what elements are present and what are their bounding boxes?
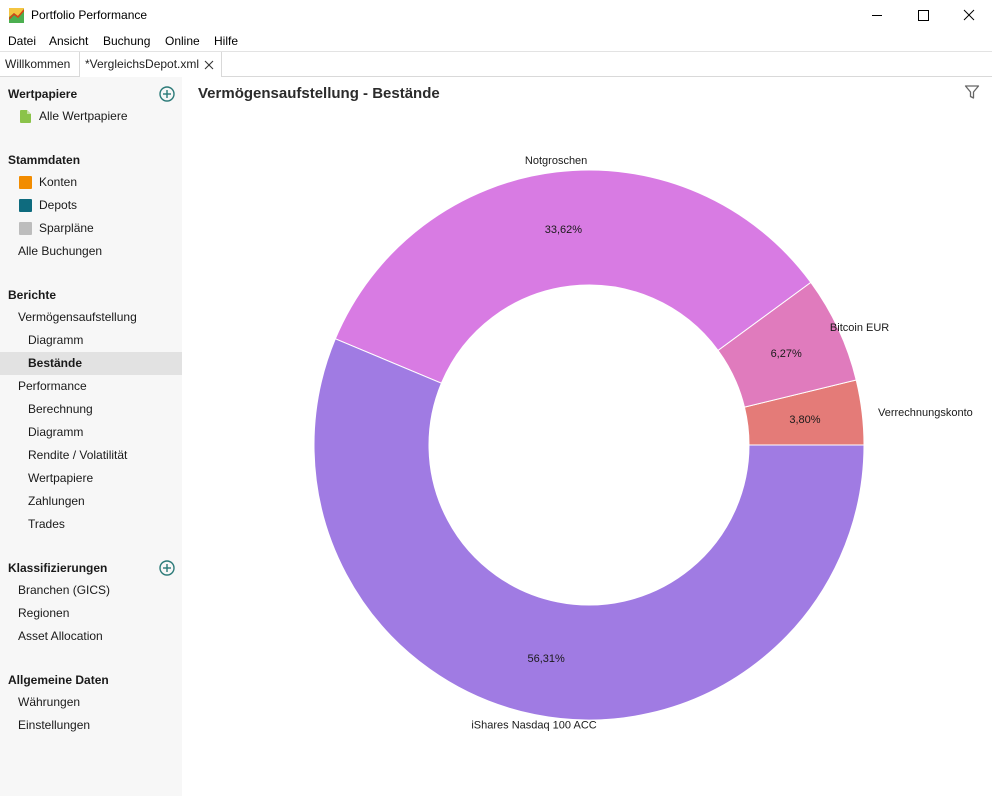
sidebar-item-label: Berechnung bbox=[28, 402, 93, 416]
section-heading-stammdaten: Stammdaten bbox=[8, 153, 81, 167]
sidebar-item-label: Einstellungen bbox=[18, 718, 91, 732]
sidebar-item-label: Zahlungen bbox=[28, 494, 85, 508]
sidebar-item-vermoegensaufstellung[interactable]: Vermögensaufstellung bbox=[0, 306, 182, 329]
sidebar-item-wertpapiere[interactable]: Wertpapiere bbox=[0, 467, 182, 490]
holdings-donut-chart: 3,80% Verrechnungskonto 6,27% Bitcoin EUR 33… bbox=[313, 155, 973, 732]
sidebar-item-label: Bestände bbox=[28, 356, 83, 370]
sidebar-item-label: Konten bbox=[39, 175, 78, 189]
sidebar-item-konten[interactable]: Konten bbox=[0, 171, 182, 194]
sidebar-item-alle-wertpapiere[interactable]: Alle Wertpapiere bbox=[0, 105, 182, 128]
sidebar-item-performance-diagramm[interactable]: Diagramm bbox=[0, 421, 182, 444]
menu-ansicht[interactable]: Ansicht bbox=[49, 34, 89, 48]
add-icon[interactable] bbox=[159, 86, 175, 102]
add-icon[interactable] bbox=[159, 560, 175, 576]
sidebar-item-diagramm[interactable]: Diagramm bbox=[0, 329, 182, 352]
slice-value-label: 6,27% bbox=[771, 348, 802, 360]
sidebar-item-asset-allocation[interactable]: Asset Allocation bbox=[0, 625, 182, 648]
sidebar-item-rendite-volatilitaet[interactable]: Rendite / Volatilität bbox=[0, 444, 182, 467]
document-icon bbox=[20, 110, 31, 123]
savings-plan-icon bbox=[19, 222, 32, 235]
sidebar-item-berechnung[interactable]: Berechnung bbox=[0, 398, 182, 421]
sidebar-item-waehrungen[interactable]: Währungen bbox=[0, 691, 182, 714]
minimize-button[interactable] bbox=[854, 0, 900, 31]
view-title: Vermögensaufstellung - Bestände bbox=[198, 85, 440, 102]
section-heading-allgemeine-daten: Allgemeine Daten bbox=[8, 673, 109, 687]
sidebar-item-trades[interactable]: Trades bbox=[0, 513, 182, 536]
slice-name-label: iShares Nasdaq 100 ACC bbox=[471, 720, 596, 732]
close-icon bbox=[963, 9, 975, 21]
maximize-button[interactable] bbox=[900, 0, 946, 31]
sidebar-item-depots[interactable]: Depots bbox=[0, 194, 182, 217]
section-heading-klassifizierungen: Klassifizierungen bbox=[8, 561, 108, 575]
sidebar-item-label: Wertpapiere bbox=[28, 471, 94, 485]
sidebar-item-label: Sparpläne bbox=[39, 221, 94, 235]
sidebar-item-label: Performance bbox=[18, 379, 87, 393]
donut-slice[interactable] bbox=[334, 169, 812, 384]
tab-willkommen[interactable]: Willkommen bbox=[0, 52, 79, 77]
menu-buchung[interactable]: Buchung bbox=[103, 34, 151, 48]
slice-value-label: 56,31% bbox=[528, 653, 566, 665]
slice-name-label: Verrechnungskonto bbox=[878, 407, 973, 419]
tab-label: *VergleichsDepot.xml bbox=[85, 57, 200, 71]
menu-online[interactable]: Online bbox=[165, 34, 200, 48]
sidebar-item-einstellungen[interactable]: Einstellungen bbox=[0, 714, 182, 737]
sidebar-item-bestaende[interactable]: Bestände bbox=[0, 352, 182, 375]
sidebar-item-zahlungen[interactable]: Zahlungen bbox=[0, 490, 182, 513]
editor-tab-bar: Willkommen *VergleichsDepot.xml bbox=[0, 51, 992, 77]
sidebar-item-regionen[interactable]: Regionen bbox=[0, 602, 182, 625]
menu-hilfe[interactable]: Hilfe bbox=[214, 34, 239, 48]
sidebar-item-label: Alle Wertpapiere bbox=[39, 109, 128, 123]
sidebar-item-label: Branchen (GICS) bbox=[18, 583, 111, 597]
slice-value-label: 3,80% bbox=[789, 414, 820, 426]
sidebar-item-label: Trades bbox=[28, 517, 65, 531]
app-logo-icon bbox=[9, 8, 24, 23]
sidebar-item-label: Depots bbox=[39, 198, 78, 212]
tab-vergleichsdepot[interactable]: *VergleichsDepot.xml bbox=[79, 52, 222, 77]
sidebar-item-label: Alle Buchungen bbox=[18, 244, 103, 258]
close-icon[interactable] bbox=[204, 60, 214, 70]
sidebar-item-label: Diagramm bbox=[28, 425, 84, 439]
slice-name-label: Notgroschen bbox=[525, 155, 587, 167]
sidebar-item-label: Regionen bbox=[18, 606, 70, 620]
maximize-icon bbox=[918, 10, 929, 21]
window-title: Portfolio Performance bbox=[31, 8, 148, 22]
sidebar-item-branchen[interactable]: Branchen (GICS) bbox=[0, 579, 182, 602]
filter-icon[interactable] bbox=[964, 84, 980, 100]
sidebar-item-label: Diagramm bbox=[28, 333, 84, 347]
sidebar-item-alle-buchungen[interactable]: Alle Buchungen bbox=[0, 240, 182, 263]
menu-datei[interactable]: Datei bbox=[8, 34, 37, 48]
slice-name-label: Bitcoin EUR bbox=[830, 322, 889, 334]
sidebar-item-label: Asset Allocation bbox=[18, 629, 103, 643]
sidebar-item-label: Währungen bbox=[18, 695, 81, 709]
tab-label: Willkommen bbox=[5, 57, 71, 71]
close-window-button[interactable] bbox=[946, 0, 992, 31]
donut-slice[interactable] bbox=[313, 338, 865, 721]
title-bar: Portfolio Performance bbox=[0, 0, 992, 31]
sidebar-item-label: Rendite / Volatilität bbox=[28, 448, 128, 462]
minimize-icon bbox=[872, 15, 882, 16]
section-heading-berichte: Berichte bbox=[8, 288, 57, 302]
sidebar-item-sparplaene[interactable]: Sparpläne bbox=[0, 217, 182, 240]
slice-value-label: 33,62% bbox=[545, 224, 583, 236]
sidebar-item-label: Vermögensaufstellung bbox=[18, 310, 137, 324]
menu-bar: Datei Ansicht Buchung Online Hilfe bbox=[0, 31, 992, 51]
account-icon bbox=[19, 176, 32, 189]
navigation-sidebar: Wertpapiere Alle Wertpapiere Stammdaten … bbox=[0, 77, 182, 796]
sidebar-item-performance[interactable]: Performance bbox=[0, 375, 182, 398]
main-view: 3,80% Verrechnungskonto 6,27% Bitcoin EUR 33… bbox=[182, 77, 992, 796]
depot-icon bbox=[19, 199, 32, 212]
section-heading-wertpapiere: Wertpapiere bbox=[8, 87, 78, 101]
